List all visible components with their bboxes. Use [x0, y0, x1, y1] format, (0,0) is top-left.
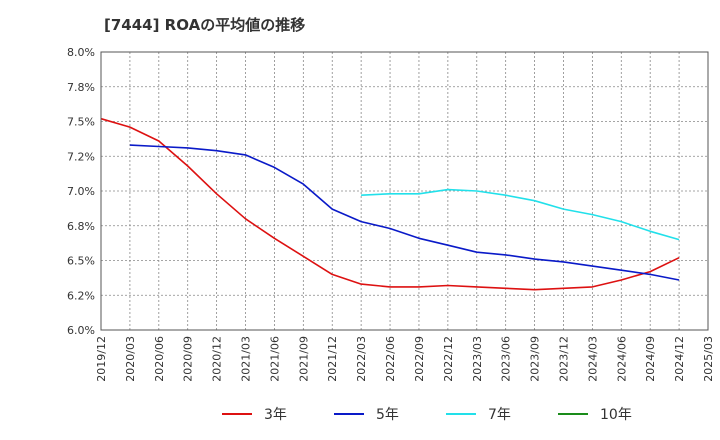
x-axis-ticks: 2019/12 2020/03 2020/06 2020/09 2020/12 2021/… — [95, 336, 715, 382]
x-tick-label: 2023/06 — [500, 336, 513, 382]
x-tick-label: 2024/06 — [615, 336, 628, 382]
y-tick-label: 7.5% — [67, 116, 95, 129]
legend-label: 10年 — [600, 407, 632, 423]
x-tick-label: 2023/12 — [557, 336, 570, 382]
plot-background — [101, 52, 708, 330]
x-tick-label: 2020/12 — [211, 336, 224, 382]
x-tick-label: 2019/12 — [95, 336, 108, 382]
x-tick-label: 2022/06 — [384, 336, 397, 382]
legend-label: 5年 — [376, 407, 399, 423]
x-tick-label: 2020/06 — [153, 336, 166, 382]
x-tick-label: 2023/03 — [471, 336, 484, 382]
x-tick-label: 2022/09 — [413, 336, 426, 382]
x-tick-label: 2024/12 — [673, 336, 686, 382]
x-tick-label: 2024/03 — [586, 336, 599, 382]
x-tick-label: 2020/03 — [124, 336, 137, 382]
x-tick-label: 2021/09 — [297, 336, 310, 382]
chart-title: [7444] ROAの平均値の推移 — [104, 16, 306, 34]
series-line-7年 — [361, 188, 680, 241]
y-tick-label: 7.2% — [67, 150, 95, 163]
x-tick-label: 2020/09 — [182, 336, 195, 382]
x-tick-label: 2024/09 — [644, 336, 657, 382]
series-lines — [100, 117, 680, 291]
y-tick-label: 6.8% — [67, 220, 95, 233]
y-tick-label: 6.0% — [67, 324, 95, 337]
x-tick-label: 2022/03 — [355, 336, 368, 382]
x-tick-label: 2021/06 — [268, 336, 281, 382]
y-tick-label: 6.2% — [67, 289, 95, 302]
x-tick-label: 2025/03 — [702, 336, 715, 382]
x-tick-label: 2022/12 — [442, 336, 455, 382]
x-tick-label: 2021/12 — [326, 336, 339, 382]
legend-label: 7年 — [488, 407, 511, 423]
legend: 3年 5年 7年 10年 — [222, 407, 632, 423]
y-axis-ticks: 8.0% 7.8% 7.5% 7.2% 7.0% 6.8% 6.5% 6.2% 6.0% — [67, 46, 95, 337]
x-tick-label: 2023/09 — [529, 336, 542, 382]
plot-border — [100, 51, 709, 331]
y-tick-label: 7.0% — [67, 185, 95, 198]
series-line-3年 — [100, 117, 680, 291]
legend-label: 3年 — [264, 407, 287, 423]
y-tick-label: 8.0% — [67, 46, 95, 59]
y-tick-label: 6.5% — [67, 255, 95, 268]
series-line-5年 — [129, 144, 680, 281]
x-tick-label: 2021/03 — [240, 336, 253, 382]
y-tick-label: 7.8% — [67, 81, 95, 94]
